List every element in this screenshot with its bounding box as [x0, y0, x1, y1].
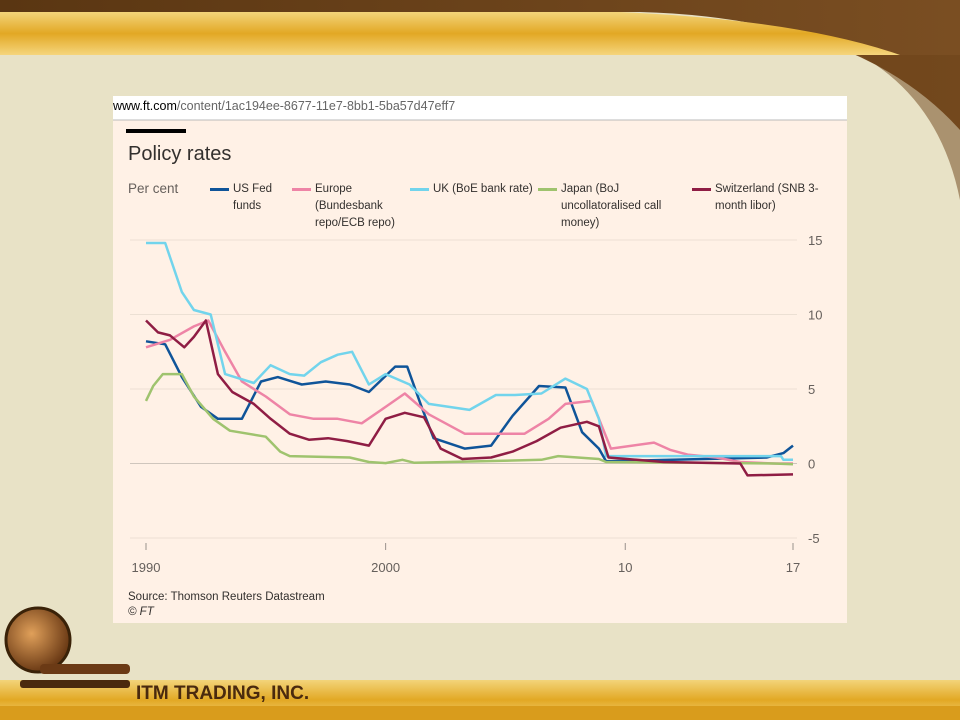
- series-line: [145, 319, 794, 477]
- y-tick-label: 0: [808, 457, 815, 472]
- legend-label: US Fed funds: [233, 183, 272, 212]
- chart-title: Policy rates: [128, 143, 232, 165]
- series-line: [145, 319, 793, 465]
- y-tick-label: 5: [808, 382, 815, 397]
- legend-label: Europe (Bundesbank repo/ECB repo): [315, 183, 395, 229]
- source: Source: Thomson Reuters Datastream: [128, 591, 325, 603]
- legend-label: Switzerland (SNB 3-month libor): [715, 183, 819, 212]
- series-line: [145, 340, 794, 463]
- y-tick-label: 15: [808, 233, 822, 248]
- series-line: [144, 372, 794, 466]
- url-bar: www.ft.com/content/1ac194ee-8677-11e7-8b…: [113, 99, 455, 113]
- x-tick-label: 2000: [371, 560, 400, 575]
- x-tick-label: 17: [786, 560, 800, 575]
- legend-swatch: [538, 188, 557, 191]
- y-tick-label: -5: [808, 531, 820, 546]
- legend-swatch: [292, 188, 311, 191]
- legend-swatch: [210, 188, 229, 191]
- legend-label: UK (BoE bank rate): [433, 183, 533, 195]
- y-tick-label: 10: [808, 308, 822, 323]
- y-axis-label: Per cent: [128, 181, 179, 196]
- legend-swatch: [692, 188, 711, 191]
- company-name: ITM TRADING, INC.: [136, 683, 309, 704]
- legend-label: Japan (BoJ uncollatoralised call money): [561, 183, 662, 229]
- x-tick-label: 1990: [132, 560, 161, 575]
- credit: © FT: [128, 606, 154, 618]
- series-line: [146, 241, 793, 462]
- legend-swatch: [410, 188, 429, 191]
- url-path: /content/1ac194ee-8677-11e7-8bb1-5ba57d4…: [176, 99, 456, 113]
- url-domain: www.ft.com: [113, 99, 177, 113]
- x-tick-label: 10: [618, 560, 632, 575]
